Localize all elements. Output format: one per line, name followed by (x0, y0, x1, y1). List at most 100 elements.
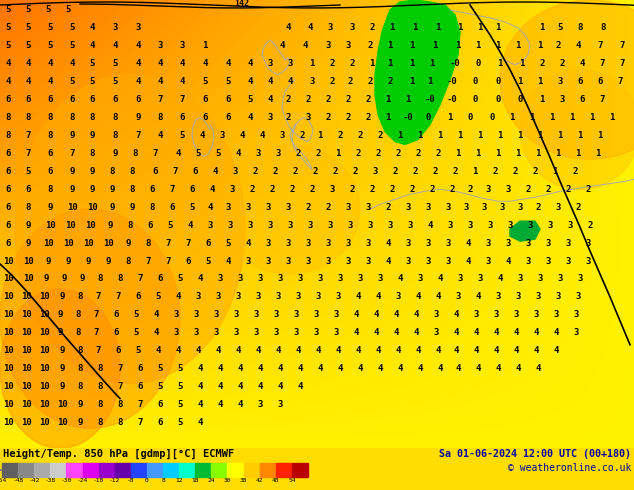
Text: 3: 3 (365, 239, 371, 247)
Text: 3: 3 (425, 239, 430, 247)
Text: 4: 4 (277, 364, 283, 373)
Text: 7: 7 (95, 293, 101, 301)
Text: 9: 9 (109, 203, 115, 212)
Text: 10: 10 (39, 400, 49, 409)
Text: -38: -38 (44, 478, 56, 483)
Text: -30: -30 (61, 478, 72, 483)
Text: 2: 2 (540, 59, 545, 68)
Ellipse shape (0, 209, 180, 428)
Text: 10: 10 (87, 203, 98, 212)
Text: 7: 7 (185, 239, 191, 247)
Text: 7: 7 (117, 364, 123, 373)
Text: 2: 2 (370, 185, 375, 194)
Text: 2: 2 (467, 185, 473, 194)
Text: 3: 3 (307, 220, 313, 230)
Text: 4: 4 (315, 346, 321, 355)
Text: 0: 0 (425, 113, 430, 122)
Text: 1: 1 (389, 24, 395, 32)
Text: 4: 4 (235, 149, 241, 158)
Text: 4: 4 (197, 364, 203, 373)
Text: 6: 6 (138, 364, 143, 373)
Text: 10: 10 (39, 364, 49, 373)
Text: 10: 10 (39, 310, 49, 319)
Text: 4: 4 (89, 24, 94, 32)
Text: -8: -8 (127, 478, 134, 483)
Text: 5: 5 (205, 257, 210, 266)
Text: 3: 3 (245, 203, 250, 212)
Text: 3: 3 (477, 274, 482, 284)
Text: 2: 2 (436, 149, 441, 158)
Text: 1: 1 (405, 95, 411, 104)
Text: 3: 3 (555, 203, 560, 212)
Text: 1: 1 (429, 59, 435, 68)
Text: 3: 3 (254, 328, 259, 337)
Text: -0: -0 (446, 77, 457, 86)
Text: 4: 4 (257, 364, 262, 373)
Text: 1: 1 (590, 113, 595, 122)
Text: 7: 7 (599, 59, 605, 68)
Text: 10: 10 (42, 239, 53, 247)
Text: 5: 5 (178, 418, 183, 427)
Text: 4: 4 (155, 346, 160, 355)
Text: 1: 1 (476, 41, 481, 50)
Text: 9: 9 (129, 203, 134, 212)
Text: 3: 3 (505, 239, 511, 247)
Text: 4: 4 (217, 400, 223, 409)
Text: 2: 2 (355, 149, 361, 158)
Text: 3: 3 (256, 293, 261, 301)
Text: 4: 4 (393, 310, 399, 319)
Text: 7: 7 (138, 400, 143, 409)
Text: 0: 0 (476, 59, 481, 68)
Text: -0: -0 (425, 95, 436, 104)
Text: 54: 54 (288, 478, 295, 483)
Text: 6: 6 (192, 167, 198, 176)
Text: 1: 1 (457, 24, 463, 32)
Text: 4: 4 (176, 346, 181, 355)
Text: 4: 4 (297, 364, 302, 373)
Text: 10: 10 (21, 418, 31, 427)
Text: 2: 2 (559, 59, 565, 68)
Text: 5: 5 (202, 77, 208, 86)
Text: 2: 2 (575, 203, 581, 212)
Text: 3: 3 (285, 203, 290, 212)
Text: 4: 4 (553, 346, 559, 355)
Text: 10: 10 (39, 418, 49, 427)
Text: 3: 3 (553, 310, 559, 319)
Text: 4: 4 (197, 400, 203, 409)
Text: 9: 9 (126, 239, 131, 247)
Text: 3: 3 (557, 274, 563, 284)
Text: 3: 3 (346, 41, 351, 50)
Text: 3: 3 (309, 77, 314, 86)
Text: 4: 4 (497, 274, 503, 284)
Text: 12: 12 (176, 478, 183, 483)
Text: 0: 0 (495, 77, 501, 86)
Text: 1: 1 (387, 41, 392, 50)
Text: 1: 1 (537, 131, 543, 140)
Text: 2: 2 (365, 113, 371, 122)
Text: 4: 4 (176, 293, 181, 301)
Text: 1: 1 (477, 131, 482, 140)
Text: 4: 4 (437, 364, 443, 373)
Text: 1: 1 (432, 41, 437, 50)
Text: 3: 3 (297, 274, 302, 284)
Text: 2: 2 (325, 203, 331, 212)
Text: 3: 3 (277, 274, 283, 284)
Text: 3: 3 (287, 220, 293, 230)
Text: 4: 4 (295, 346, 301, 355)
Text: 3: 3 (225, 203, 231, 212)
Text: 3: 3 (485, 257, 491, 266)
Text: 10: 10 (21, 293, 31, 301)
Text: 4: 4 (453, 328, 458, 337)
Text: 8: 8 (75, 310, 81, 319)
Text: 9: 9 (135, 113, 141, 122)
Text: 3: 3 (306, 113, 311, 122)
Text: 7: 7 (597, 41, 603, 50)
Text: 2: 2 (535, 203, 541, 212)
Text: 4: 4 (579, 59, 585, 68)
Text: 1: 1 (519, 59, 525, 68)
Text: 10: 10 (84, 220, 95, 230)
Text: 10: 10 (39, 328, 49, 337)
Text: 4: 4 (48, 77, 53, 86)
Text: -18: -18 (93, 478, 104, 483)
Text: 9: 9 (69, 185, 75, 194)
